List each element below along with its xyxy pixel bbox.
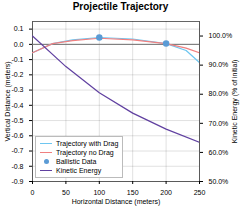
svg-text:200: 200 xyxy=(160,189,172,196)
svg-text:0: 0 xyxy=(31,189,35,196)
svg-text:-0.4: -0.4 xyxy=(11,102,23,109)
html-text:Projectile Trajectory: Projectile Trajectory xyxy=(72,1,169,12)
svg-text:50: 50 xyxy=(62,189,70,196)
svg-text:100: 100 xyxy=(93,189,105,196)
svg-text:-0.6: -0.6 xyxy=(11,132,23,139)
svg-text:70.0%: 70.0% xyxy=(209,120,229,127)
svg-text:250: 250 xyxy=(194,189,206,196)
svg-text:Vertical Distance (meters): Vertical Distance (meters) xyxy=(4,61,12,141)
svg-text:-0.5: -0.5 xyxy=(11,117,23,124)
html-text:Ballistic Data: Ballistic Data xyxy=(56,158,97,165)
svg-text:80.0%: 80.0% xyxy=(209,90,229,97)
svg-text:-0.3: -0.3 xyxy=(11,86,23,93)
svg-text:90.0%: 90.0% xyxy=(209,61,229,68)
svg-text:-0.2: -0.2 xyxy=(11,71,23,78)
svg-text:-0.8: -0.8 xyxy=(11,163,23,170)
svg-text:-0.7: -0.7 xyxy=(11,147,23,154)
svg-text:Kinetic Energy (% of initial): Kinetic Energy (% of initial) xyxy=(231,60,239,144)
html-text:Trajectory no Drag: Trajectory no Drag xyxy=(56,149,114,156)
svg-text:60.0%: 60.0% xyxy=(209,149,229,156)
html-text:Kinetic Energy: Kinetic Energy xyxy=(56,167,102,174)
svg-text:Horizontal Distance (meters): Horizontal Distance (meters) xyxy=(72,198,161,206)
svg-text:0.1: 0.1 xyxy=(14,25,24,32)
svg-text:100.0%: 100.0% xyxy=(209,32,233,39)
svg-text:-0.9: -0.9 xyxy=(11,178,23,185)
svg-text:0.0: 0.0 xyxy=(14,41,24,48)
svg-text:150: 150 xyxy=(127,189,139,196)
html-text:Trajectory with Drag: Trajectory with Drag xyxy=(56,140,119,147)
svg-text:50.0%: 50.0% xyxy=(209,178,229,185)
svg-text:-0.1: -0.1 xyxy=(11,56,23,63)
